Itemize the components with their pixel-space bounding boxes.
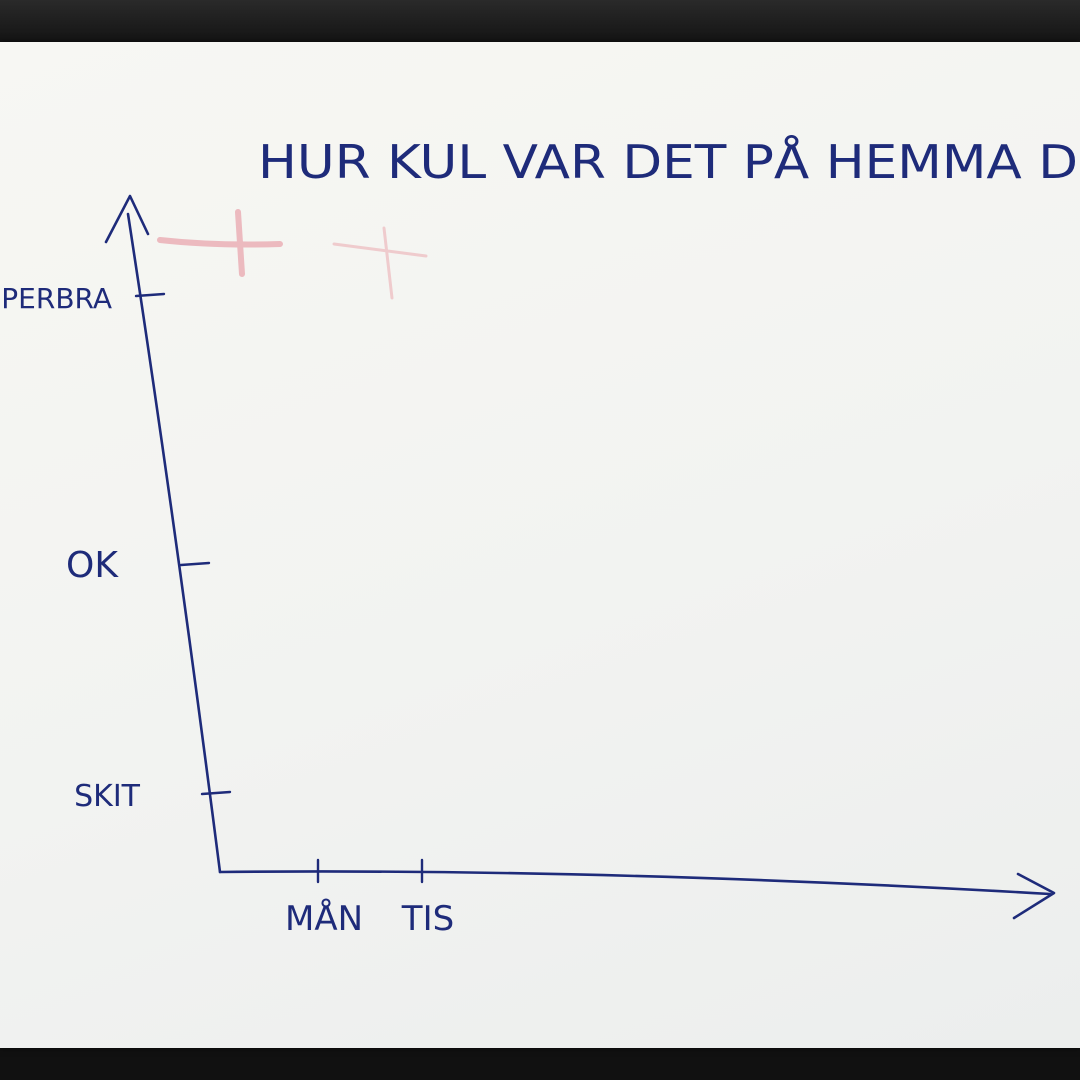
paper-sheet: [0, 42, 1080, 1048]
y-tick-label: SKIT: [74, 779, 141, 814]
pink-cross-marks: [157, 209, 428, 300]
y-tick-label: PERBRA: [1, 282, 112, 315]
y-axis-ticks: SKIT OK PERBRA: [1, 282, 232, 814]
pink-cross-2: [332, 226, 428, 300]
x-axis-arrowhead: [1012, 872, 1056, 920]
x-axis-line: [218, 870, 1052, 896]
y-tick-mark: [134, 292, 166, 298]
background-top-band: [0, 0, 1080, 46]
x-axis-ticks: MÅN TIS: [285, 858, 454, 939]
background-bottom-band: [0, 1046, 1080, 1080]
y-axis-arrowhead: [104, 194, 150, 244]
y-axis-line: [126, 212, 222, 874]
y-tick-mark: [179, 561, 211, 567]
chart-title: HUR KUL VAR DET PÅ HEMMA D: [258, 135, 1078, 189]
y-tick-mark: [200, 790, 232, 796]
x-tick-label: MÅN: [285, 898, 363, 939]
y-tick-label: OK: [66, 545, 119, 586]
x-tick-label: TIS: [401, 899, 454, 939]
pink-cross-1: [157, 209, 283, 277]
